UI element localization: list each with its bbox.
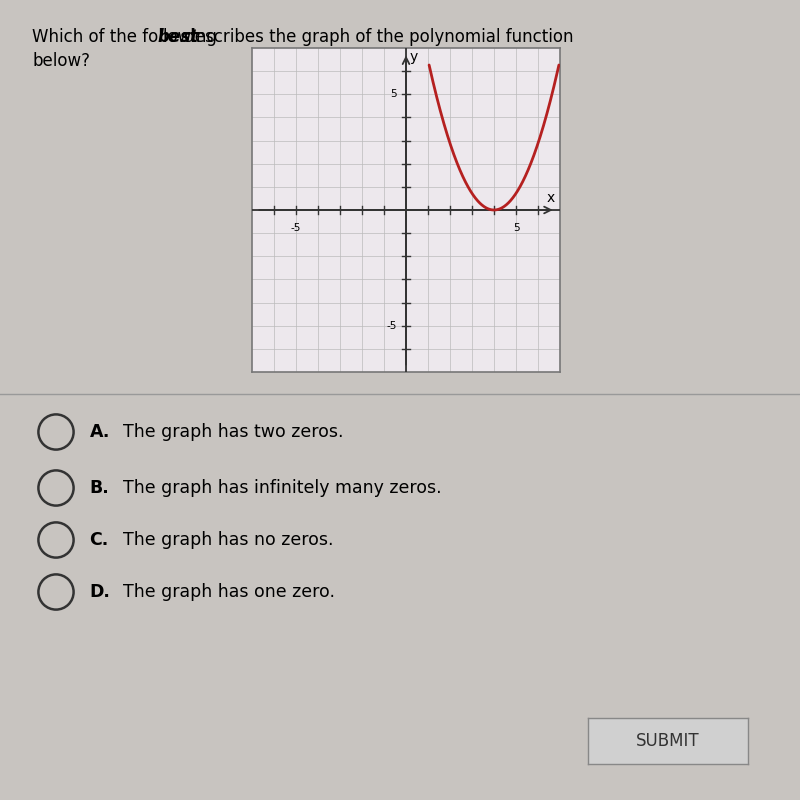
Text: best: best [157,28,198,46]
Text: y: y [410,50,418,64]
Text: x: x [547,191,555,206]
Text: Which of the following: Which of the following [32,28,222,46]
Text: below?: below? [32,52,90,70]
Text: 5: 5 [513,222,519,233]
Text: A.: A. [90,423,110,441]
Text: SUBMIT: SUBMIT [636,732,700,750]
Text: C.: C. [90,531,109,549]
Text: The graph has one zero.: The graph has one zero. [112,583,335,601]
Text: describes the graph of the polynomial function: describes the graph of the polynomial fu… [179,28,574,46]
Text: The graph has two zeros.: The graph has two zeros. [112,423,343,441]
Text: The graph has no zeros.: The graph has no zeros. [112,531,334,549]
Text: 5: 5 [390,90,397,99]
Text: -5: -5 [387,321,397,330]
Text: The graph has infinitely many zeros.: The graph has infinitely many zeros. [112,479,442,497]
Text: -5: -5 [291,222,301,233]
Text: B.: B. [90,479,110,497]
Text: D.: D. [90,583,110,601]
